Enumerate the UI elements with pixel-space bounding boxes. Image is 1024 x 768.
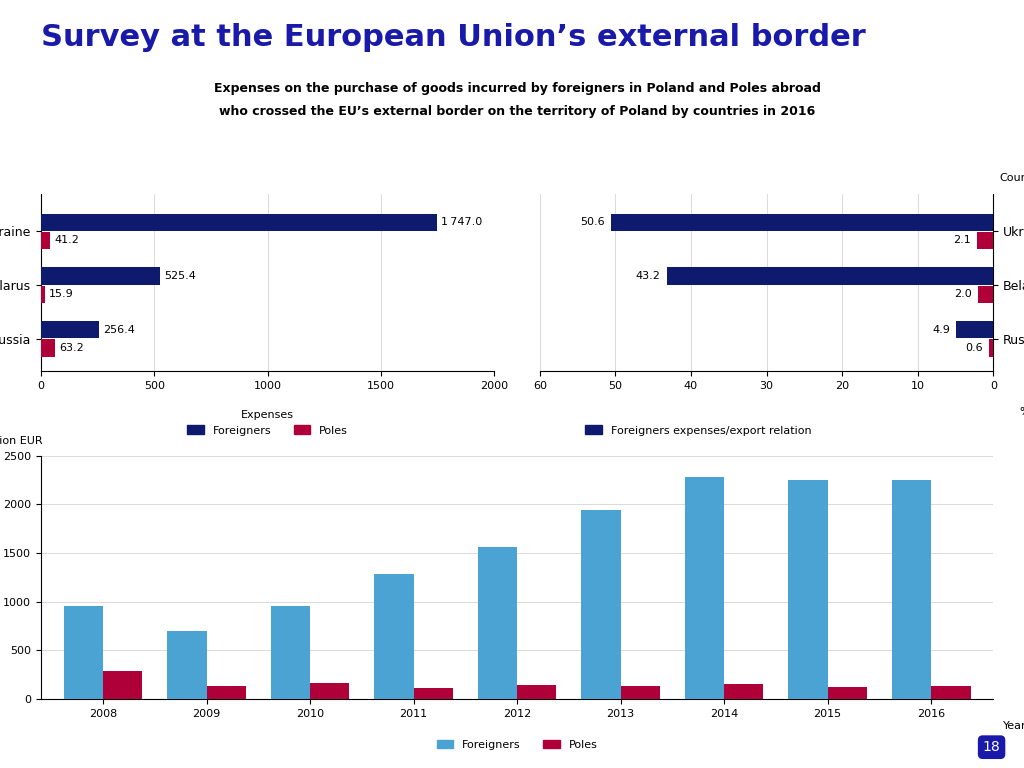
Bar [621,687,660,699]
Text: 2.1: 2.1 [953,236,972,246]
Text: 43.2: 43.2 [636,271,660,281]
Text: 525.4: 525.4 [164,271,196,281]
Text: Years: Years [1002,721,1024,731]
Text: 256.4: 256.4 [103,325,135,335]
Bar [375,574,414,699]
Bar [977,232,993,249]
Bar [956,321,993,339]
Bar [478,547,517,699]
Bar [270,607,310,699]
Bar [41,321,99,339]
Bar [978,286,993,303]
Bar [167,631,207,699]
Text: 4.9: 4.9 [932,325,950,335]
Bar [207,687,246,699]
Text: 63.2: 63.2 [59,343,84,353]
Text: Expenses on the purchase of goods incurred by foreigners in Poland and Poles abr: Expenses on the purchase of goods incurr… [214,81,820,94]
Text: 41.2: 41.2 [54,236,79,246]
Bar [685,477,724,699]
Legend: Foreigners, Poles: Foreigners, Poles [183,406,352,440]
Bar [103,670,142,699]
Bar [41,214,437,230]
Legend: Foreigners, Poles: Foreigners, Poles [432,735,602,754]
Text: 1 747.0: 1 747.0 [441,217,482,227]
Bar [827,687,867,699]
Text: 50.6: 50.6 [581,217,605,227]
Text: Countries:: Countries: [999,173,1024,183]
Text: 0.6: 0.6 [965,343,983,353]
Bar [414,688,453,699]
Bar [892,480,931,699]
Bar [667,267,993,285]
Text: who crossed the EU’s external border on the territory of Poland by countries in : who crossed the EU’s external border on … [219,105,815,118]
Text: 2.0: 2.0 [954,290,972,300]
Text: 18: 18 [983,740,1000,754]
Bar [41,339,55,356]
Bar [582,510,621,699]
Bar [517,685,556,699]
Bar [41,267,160,285]
Bar [611,214,993,230]
Legend: Foreigners expenses/export relation: Foreigners expenses/export relation [581,421,816,440]
Bar [41,286,45,303]
Text: Survey at the European Union’s external border: Survey at the European Union’s external … [41,23,865,52]
Text: million EUR: million EUR [0,436,43,446]
Text: %: % [1019,406,1024,416]
Bar [989,339,993,356]
Bar [310,683,349,699]
Bar [41,232,50,249]
Bar [788,480,827,699]
Bar [724,684,764,699]
Bar [63,607,103,699]
Text: 15.9: 15.9 [49,290,74,300]
Bar [931,686,971,699]
